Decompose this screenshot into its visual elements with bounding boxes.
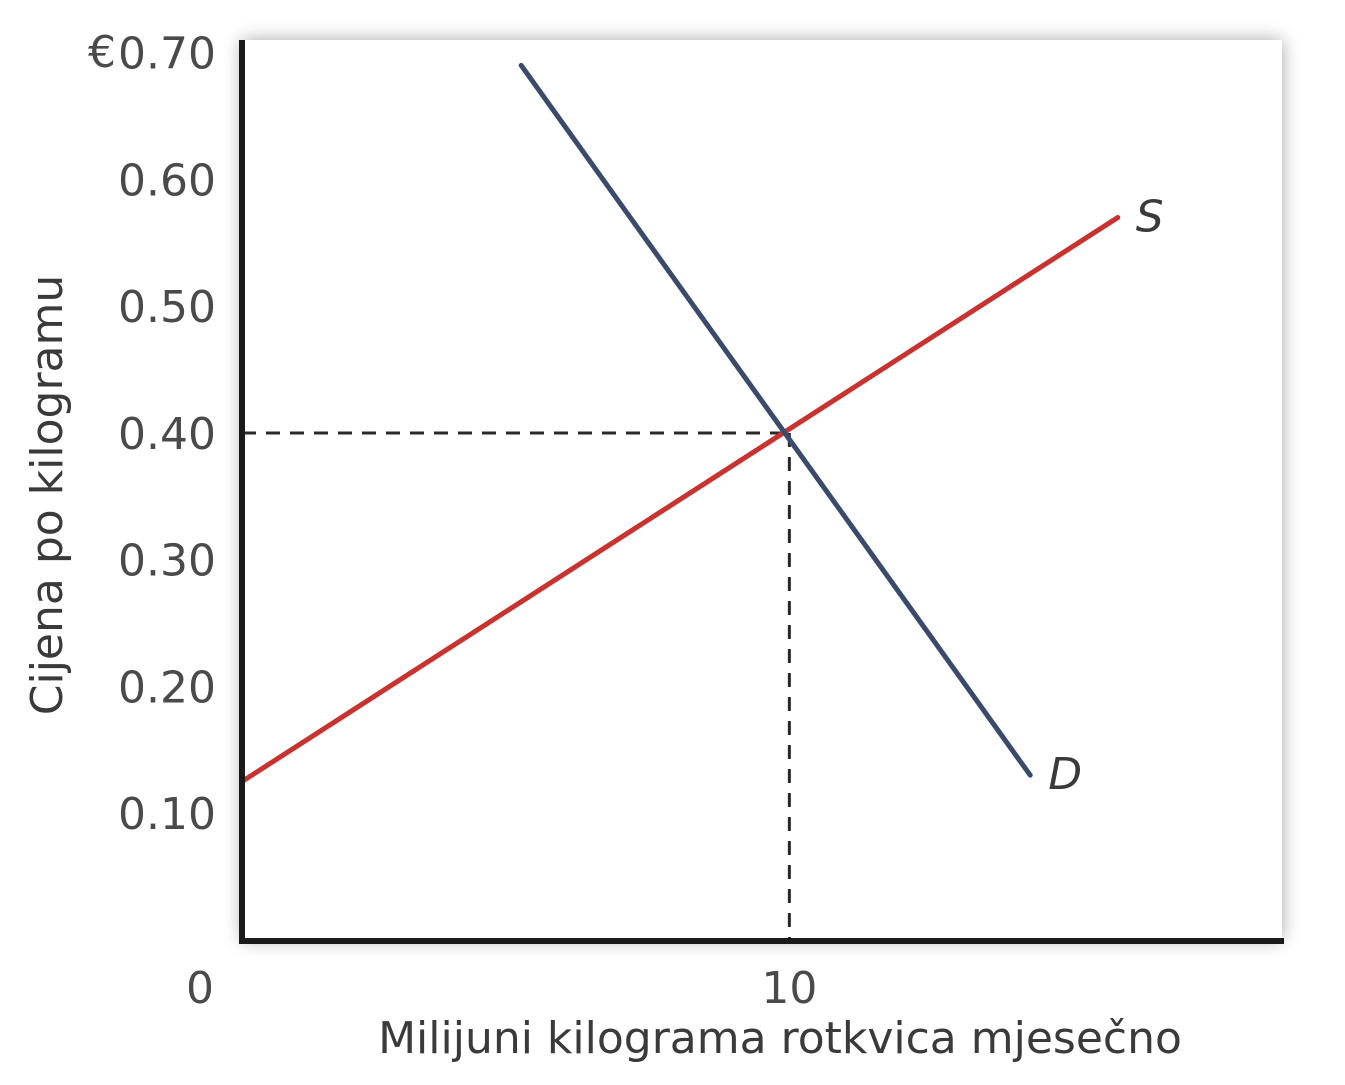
series-layer: SD (239, 62, 1164, 800)
x-tick-labels: 0 10 (186, 963, 817, 1014)
y-currency-symbol: € (88, 27, 116, 78)
y-tick-label: 0.30 (118, 536, 216, 587)
y-tick-label: 0.70 (118, 29, 216, 80)
series-label-s: S (1136, 191, 1164, 242)
y-tick-label: 0.60 (118, 155, 216, 206)
reference-lines (242, 431, 791, 940)
y-tick-labels: 0.10 0.20 0.30 0.40 0.50 0.60 0.70 (118, 29, 216, 841)
y-axis-title: Cijena po kilogramu (22, 275, 73, 716)
x-tick-label: 0 (186, 963, 214, 1014)
series-line-s (239, 214, 1121, 785)
x-tick-label: 10 (761, 963, 817, 1014)
y-tick-label: 0.40 (118, 409, 216, 460)
plot-area (242, 40, 1282, 940)
x-axis-title: Milijuni kilograma rotkvica mjesečno (378, 1013, 1182, 1064)
series-label-d: D (1048, 749, 1082, 800)
y-tick-label: 0.10 (118, 789, 216, 840)
series-line-d (518, 62, 1033, 778)
y-tick-label: 0.50 (118, 282, 216, 333)
y-tick-label: 0.20 (118, 662, 216, 713)
